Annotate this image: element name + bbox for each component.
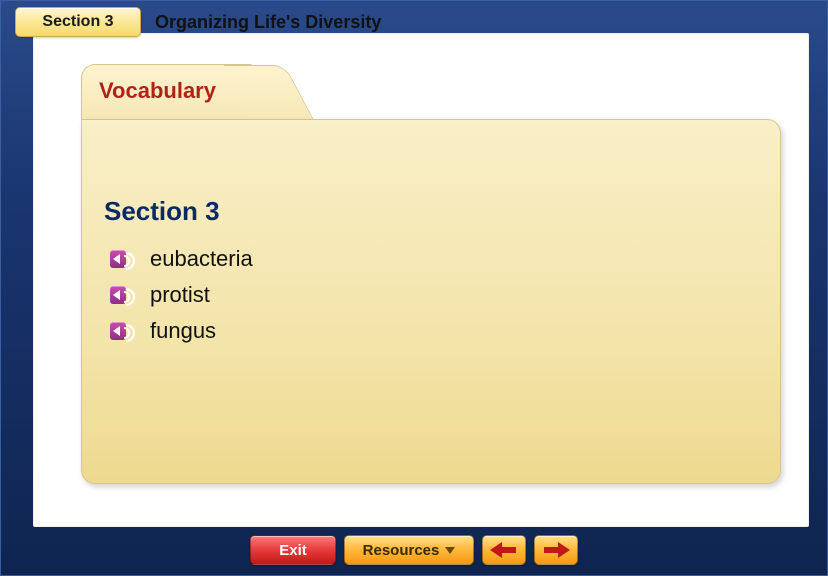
term-label: eubacteria [150, 246, 253, 272]
audio-icon[interactable] [110, 248, 136, 270]
exit-button[interactable]: Exit [250, 535, 336, 565]
section-badge-label: Section 3 [42, 13, 113, 31]
folder-body: Section 3 eubacteria protist [81, 119, 781, 484]
footer-bar: Exit Resources [1, 531, 827, 569]
term-list: eubacteria protist fungus [110, 246, 253, 354]
list-item: eubacteria [110, 246, 253, 272]
list-item: protist [110, 282, 253, 308]
resources-label: Resources [363, 542, 440, 559]
chapter-title: Organizing Life's Diversity [155, 12, 381, 33]
exit-label: Exit [279, 542, 307, 559]
slide-frame: Section 3 Organizing Life's Diversity Vo… [0, 0, 828, 576]
resources-button[interactable]: Resources [344, 535, 474, 565]
chevron-down-icon [445, 547, 455, 554]
audio-icon[interactable] [110, 320, 136, 342]
section-badge: Section 3 [15, 7, 141, 37]
audio-icon[interactable] [110, 284, 136, 306]
arrow-left-icon [492, 543, 516, 557]
folder-tab-label: Vocabulary [99, 78, 216, 104]
next-button[interactable] [534, 535, 578, 565]
list-item: fungus [110, 318, 253, 344]
card-heading: Section 3 [104, 196, 220, 227]
arrow-right-icon [544, 543, 568, 557]
term-label: fungus [150, 318, 216, 344]
term-label: protist [150, 282, 210, 308]
vocab-folder: Vocabulary Section 3 eubacteria protist [81, 64, 781, 484]
prev-button[interactable] [482, 535, 526, 565]
